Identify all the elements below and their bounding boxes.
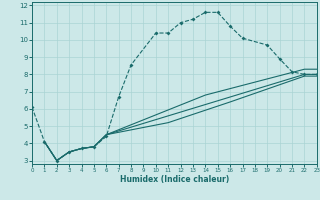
X-axis label: Humidex (Indice chaleur): Humidex (Indice chaleur) xyxy=(120,175,229,184)
